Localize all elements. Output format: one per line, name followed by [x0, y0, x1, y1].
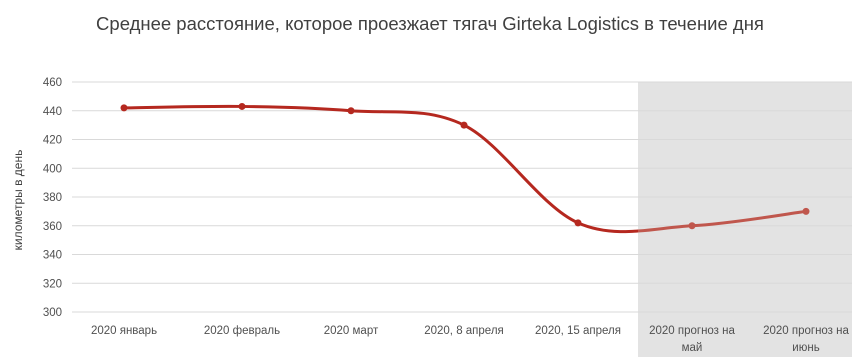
data-point — [238, 102, 246, 110]
y-tick-label: 320 — [43, 278, 62, 290]
y-tick-label: 380 — [43, 192, 62, 204]
data-point — [120, 104, 128, 112]
y-tick-label: 400 — [43, 163, 62, 175]
data-point — [460, 121, 468, 129]
data-point — [802, 207, 810, 215]
y-tick-label: 300 — [43, 307, 62, 319]
y-tick-label: 460 — [43, 77, 62, 89]
data-point — [574, 219, 582, 227]
x-tick-label: 2020 март — [324, 325, 379, 337]
x-tick-label: 2020 январь — [91, 325, 157, 337]
y-tick-label: 440 — [43, 106, 62, 118]
chart-title: Среднее расстояние, которое проезжает тя… — [96, 13, 764, 34]
x-tick-label: 2020, 8 апреля — [424, 325, 504, 337]
x-tick-label: 2020 прогноз на июнь — [763, 325, 849, 354]
y-tick-label: 340 — [43, 250, 62, 262]
x-tick-label: 2020, 15 апреля — [535, 325, 621, 337]
x-tick-label: 2020 прогноз на май — [649, 325, 735, 354]
data-point — [347, 107, 355, 115]
y-tick-label: 420 — [43, 135, 62, 147]
y-tick-label: 360 — [43, 221, 62, 233]
x-tick-label: 2020 февраль — [204, 325, 280, 337]
y-axis-label: километры в день — [11, 150, 25, 251]
data-point — [688, 222, 696, 230]
